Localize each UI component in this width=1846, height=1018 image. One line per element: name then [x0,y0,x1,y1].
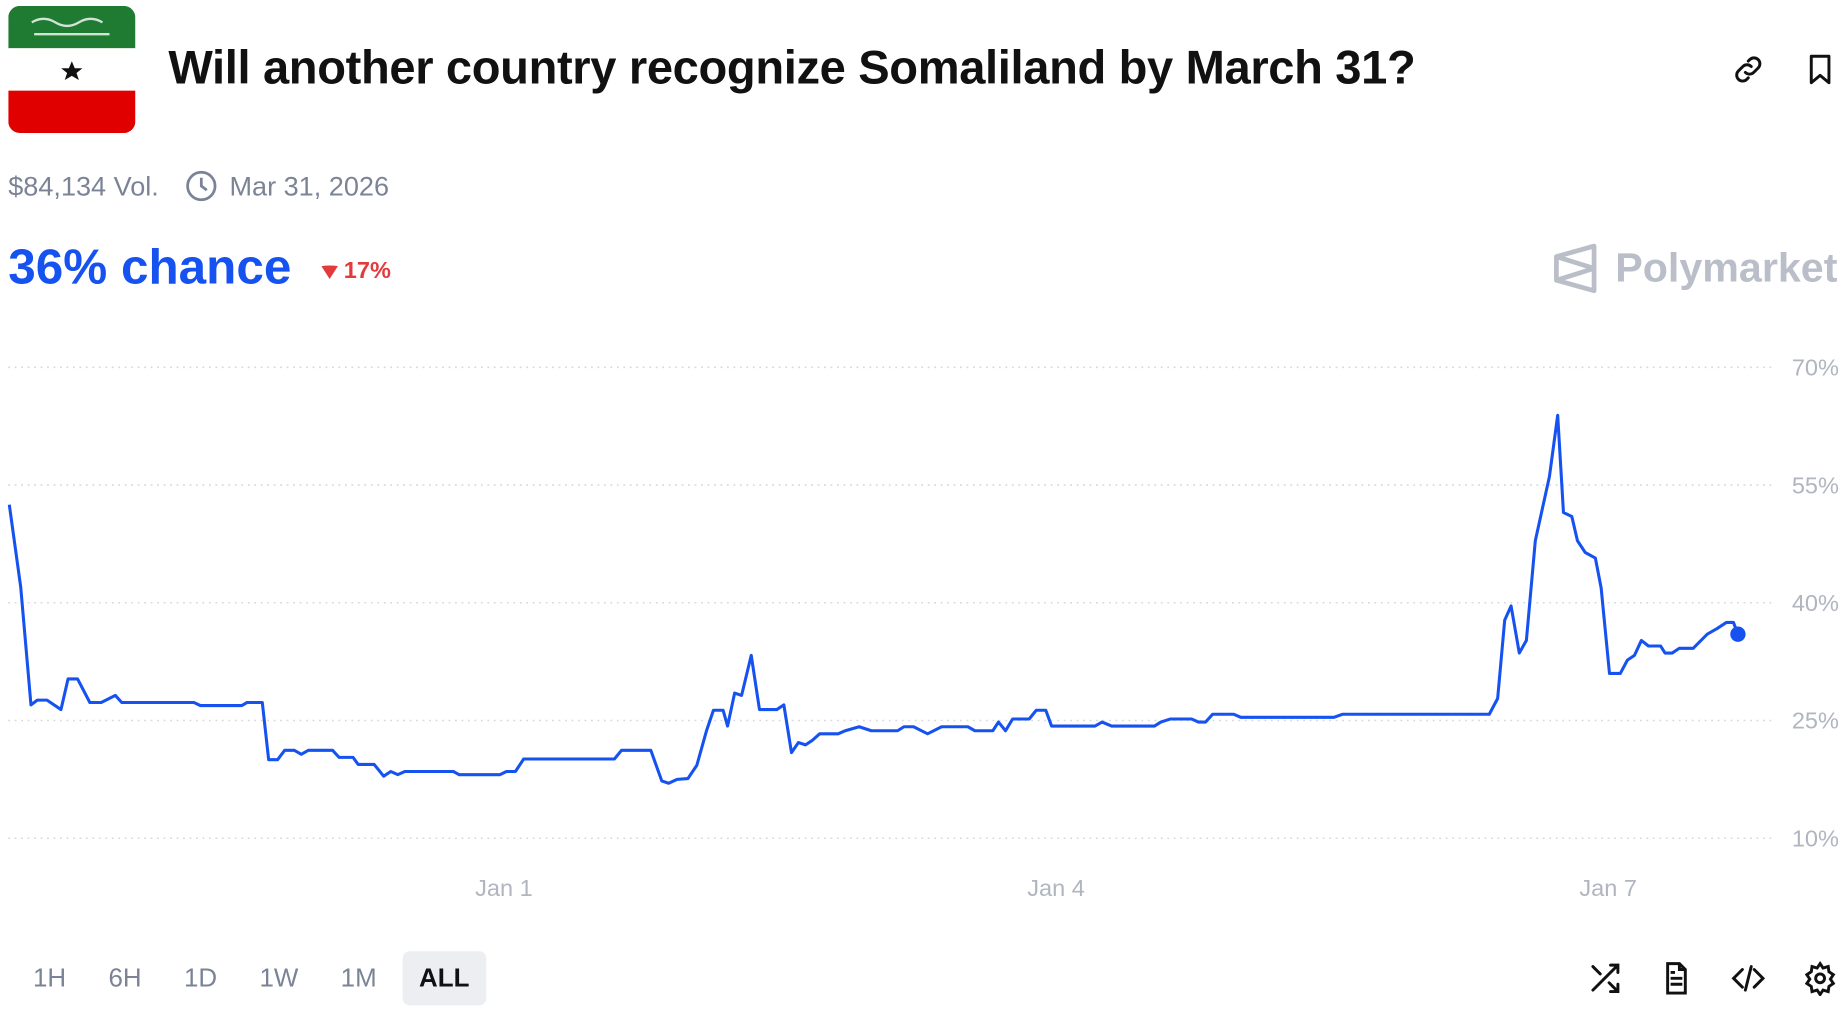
settings-icon[interactable] [1802,960,1837,999]
clock-icon [185,170,218,203]
x-tick-label: Jan 1 [475,875,533,901]
change-value: 17% [343,257,391,284]
y-tick-label: 40% [1792,590,1839,616]
range-button-1h[interactable]: 1H [32,963,67,993]
range-button-1w[interactable]: 1W [259,963,299,993]
end-date: Mar 31, 2026 [229,170,390,201]
market-meta: $84,134 Vol. Mar 31, 2026 [8,170,389,203]
price-chart: 70% 55% 40% 25% 10% Jan 1 Jan 4 Jan 7 [7,355,1839,901]
range-button-all[interactable]: ALL [402,951,486,1006]
market-title: Will another country recognize Somalilan… [168,42,1416,95]
volume: $84,134 Vol. [8,170,159,201]
brand-name: Polymarket [1615,244,1838,291]
range-button-1d[interactable]: 1D [183,963,218,993]
down-triangle-icon [320,263,339,279]
bookmark-icon[interactable] [1802,52,1837,87]
current-value-dot [1730,626,1746,642]
chance-value: 36% chance [8,238,292,295]
link-icon[interactable] [1731,52,1766,87]
change-badge: 17% [320,258,391,285]
code-icon[interactable] [1731,961,1766,999]
polymarket-logo: Polymarket [1552,243,1838,295]
shuffle-icon[interactable] [1587,961,1622,999]
y-tick-label: 25% [1792,708,1839,734]
x-tick-label: Jan 7 [1579,875,1637,901]
x-tick-label: Jan 4 [1027,875,1085,901]
y-tick-label: 55% [1792,472,1839,498]
y-tick-label: 10% [1792,825,1839,851]
polymarket-icon [1552,243,1599,295]
range-button-6h[interactable]: 6H [108,963,142,993]
y-tick-label: 70% [1792,355,1839,381]
document-icon[interactable] [1659,961,1694,999]
time-range-selector: 1H 6H 1D 1W 1M ALL [16,951,486,1006]
somaliland-flag-icon [8,5,136,134]
series-line [7,413,1740,785]
range-button-1m[interactable]: 1M [340,963,377,993]
